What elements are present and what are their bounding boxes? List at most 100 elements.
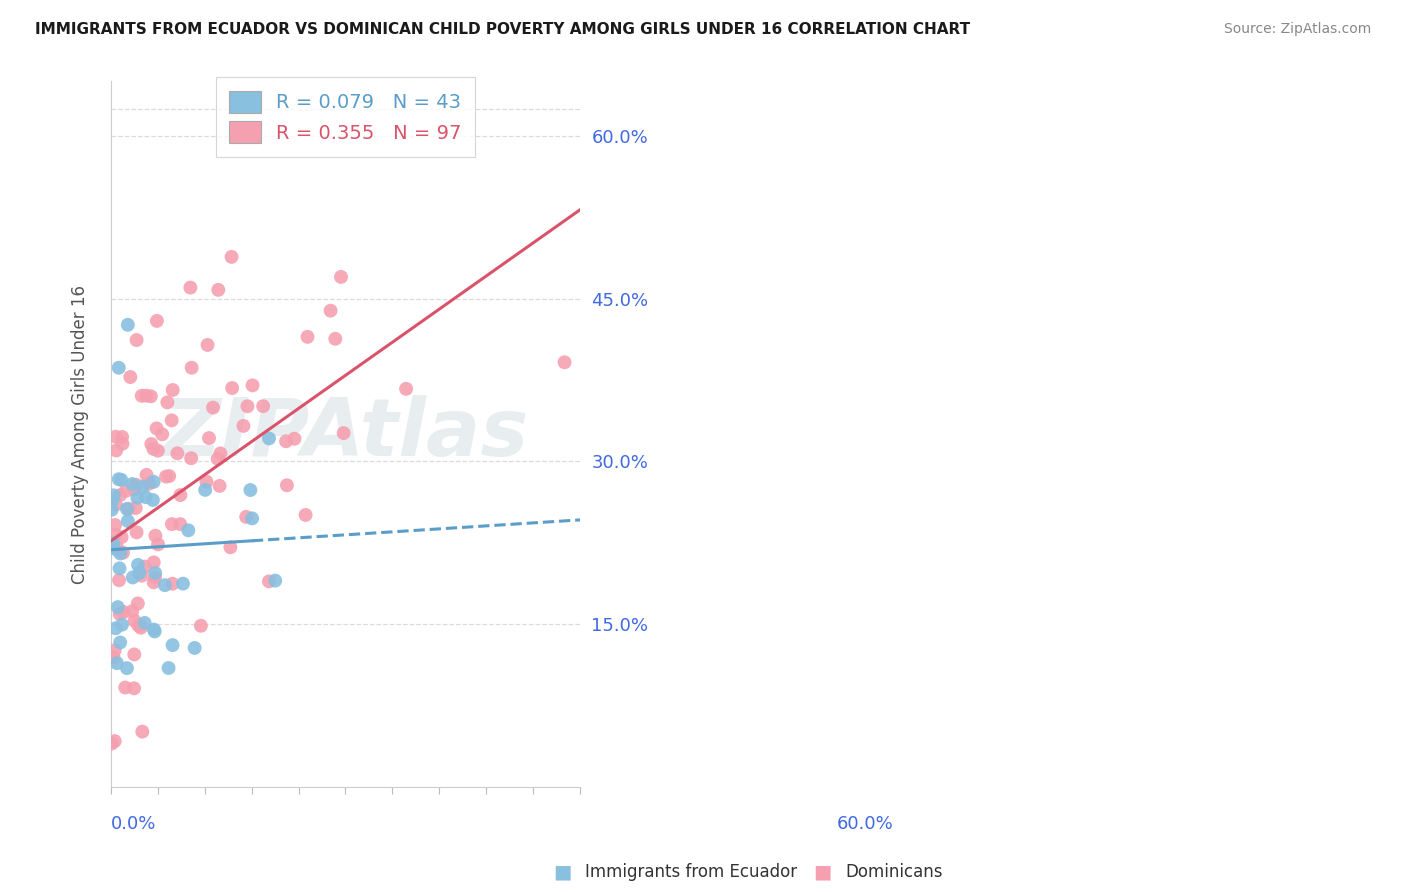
Point	[194, 483, 217, 497]
Point	[177, 524, 200, 538]
Text: Source: ZipAtlas.com: Source: ZipAtlas.com	[1223, 22, 1371, 37]
Text: Dominicans: Dominicans	[845, 863, 942, 881]
Point	[129, 618, 152, 632]
Point	[172, 576, 194, 591]
Point	[179, 280, 201, 294]
Point	[105, 443, 128, 458]
Point	[111, 546, 134, 560]
Point	[107, 542, 129, 557]
Point	[162, 576, 184, 591]
Text: 60.0%: 60.0%	[837, 815, 893, 833]
Point	[143, 566, 166, 580]
Point	[157, 661, 180, 675]
Point	[323, 332, 346, 346]
Point	[110, 547, 132, 561]
Point	[135, 490, 157, 504]
Point	[110, 473, 132, 487]
Point	[235, 509, 257, 524]
Point	[104, 430, 127, 444]
Text: ■: ■	[813, 863, 832, 882]
Point	[207, 451, 229, 466]
Point	[146, 314, 169, 328]
Point	[143, 624, 166, 639]
Point	[132, 480, 155, 494]
Point	[209, 446, 232, 460]
Point	[127, 558, 149, 572]
Point	[127, 618, 149, 632]
Point	[157, 469, 180, 483]
Point	[124, 614, 146, 628]
Point	[131, 724, 153, 739]
Point	[112, 605, 135, 619]
Point	[108, 561, 131, 575]
Point	[221, 381, 243, 395]
Point	[257, 574, 280, 589]
Point	[294, 508, 316, 522]
Text: Immigrants from Ecuador: Immigrants from Ecuador	[585, 863, 797, 881]
Point	[274, 434, 297, 449]
Point	[180, 451, 202, 466]
Point	[330, 269, 353, 284]
Point	[111, 617, 134, 632]
Point	[107, 360, 129, 375]
Point	[121, 477, 143, 491]
Point	[111, 436, 134, 450]
Point	[155, 469, 177, 483]
Point	[139, 389, 162, 403]
Point	[160, 517, 183, 532]
Point	[108, 574, 131, 588]
Point	[131, 389, 153, 403]
Point	[160, 413, 183, 427]
Point	[108, 607, 131, 621]
Point	[221, 250, 243, 264]
Point	[100, 737, 122, 751]
Point	[143, 570, 166, 584]
Point	[104, 498, 127, 512]
Point	[197, 338, 219, 352]
Point	[117, 318, 139, 332]
Point	[146, 443, 169, 458]
Point	[135, 389, 157, 403]
Point	[134, 615, 156, 630]
Point	[131, 568, 153, 582]
Point	[100, 502, 122, 516]
Point	[104, 643, 127, 657]
Point	[219, 541, 242, 555]
Point	[319, 303, 342, 318]
Point	[252, 399, 274, 413]
Point	[242, 378, 264, 392]
Point	[166, 446, 188, 460]
Point	[146, 537, 169, 551]
Point	[264, 574, 287, 588]
Point	[162, 638, 184, 652]
Point	[108, 488, 131, 502]
Y-axis label: Child Poverty Among Girls Under 16: Child Poverty Among Girls Under 16	[72, 285, 89, 583]
Point	[122, 483, 145, 497]
Point	[124, 648, 146, 662]
Point	[142, 623, 165, 637]
Point	[297, 330, 319, 344]
Point	[103, 488, 125, 502]
Point	[115, 483, 138, 498]
Point	[125, 525, 148, 540]
Point	[121, 604, 143, 618]
Point	[232, 418, 254, 433]
Point	[108, 635, 131, 649]
Point	[117, 501, 139, 516]
Point	[138, 476, 160, 491]
Point	[142, 575, 165, 590]
Point	[207, 283, 229, 297]
Point	[141, 437, 163, 451]
Point	[180, 360, 202, 375]
Point	[125, 501, 148, 516]
Point	[101, 493, 124, 508]
Point	[142, 493, 165, 508]
Point	[142, 475, 165, 489]
Point	[283, 432, 305, 446]
Text: ZIPAtlas: ZIPAtlas	[162, 395, 529, 473]
Point	[127, 491, 149, 505]
Point	[117, 514, 139, 528]
Point	[128, 619, 150, 633]
Point	[142, 442, 165, 456]
Point	[332, 426, 354, 441]
